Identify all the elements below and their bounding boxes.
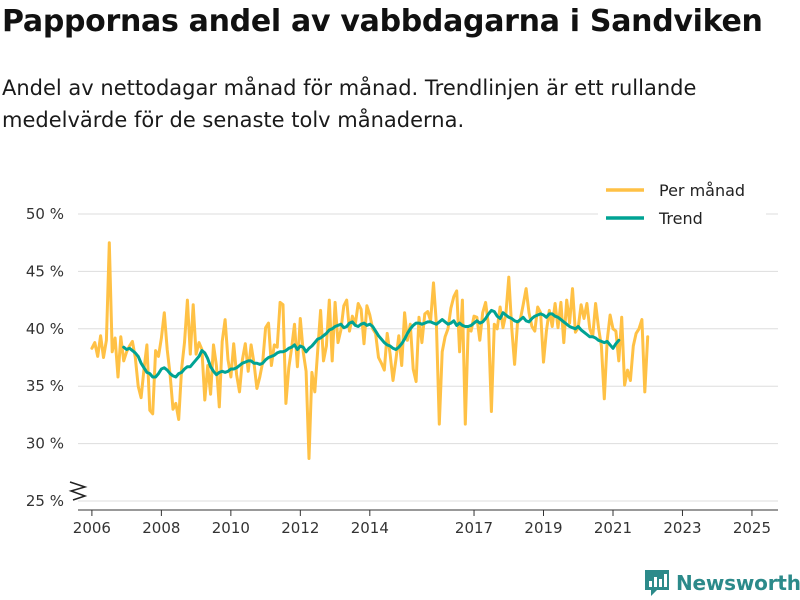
brand-name: Newsworthy (676, 571, 800, 595)
brand-logo: Newsworthy (644, 569, 800, 597)
series (90, 241, 650, 460)
axes: 25 % 30 % 35 % 40 % 45 % 50 % 2006 2008 2010 2012… (26, 205, 778, 537)
newsworthy-logo-icon (645, 570, 669, 596)
x-tick-label: 2019 (524, 519, 562, 537)
y-tick-label: 50 % (26, 205, 64, 223)
x-tick-label: 2014 (351, 519, 389, 537)
axis-break-mark (68, 481, 88, 501)
series-line-monthly (90, 241, 650, 460)
x-tick-label: 2010 (212, 519, 250, 537)
y-tick-label: 45 % (26, 262, 64, 280)
legend-label-per-manad: Per månad (659, 181, 745, 200)
x-tick-label: 2017 (455, 519, 493, 537)
y-tick-label: 40 % (26, 320, 64, 338)
y-tick-label: 25 % (26, 492, 64, 510)
y-tick-label: 35 % (26, 377, 64, 395)
x-tick-label: 2008 (142, 519, 180, 537)
chart-title: Pappornas andel av vabbdagarna i Sandvik… (2, 4, 763, 39)
legend-background (598, 177, 766, 233)
legend-label-trend: Trend (658, 209, 703, 228)
series-line-trend (122, 308, 621, 379)
x-tick-label: 2012 (281, 519, 319, 537)
x-tick-label: 2006 (73, 519, 111, 537)
x-tick-label: 2025 (733, 519, 771, 537)
chart-subtitle: Andel av nettodagar månad för månad. Tre… (2, 76, 697, 132)
x-tick-label: 2021 (594, 519, 632, 537)
y-tick-label: 30 % (26, 435, 64, 453)
x-tick-label: 2023 (663, 519, 701, 537)
legend: Per månad Trend (598, 177, 766, 233)
